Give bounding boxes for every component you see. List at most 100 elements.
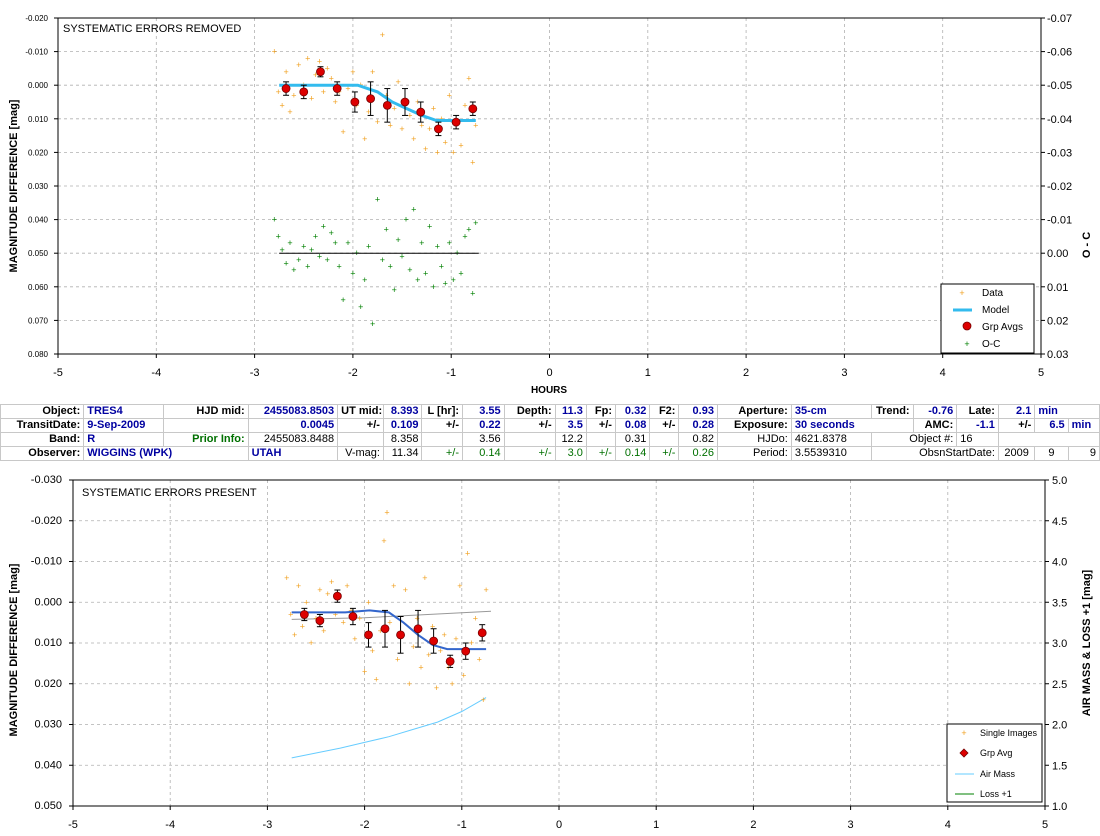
bottom-chart-title: SYSTEMATIC ERRORS PRESENT	[82, 487, 257, 499]
single-image-point: +	[442, 630, 447, 640]
legend-grp-avg-diamond	[959, 748, 969, 758]
vmag-err-value: 0.14	[462, 446, 505, 461]
f2-value: 0.93	[678, 404, 718, 419]
single-image-point: +	[348, 605, 353, 615]
oc-point: +	[415, 275, 420, 285]
f2-err2-value: 0.26	[678, 446, 718, 461]
top-y-tick-label: -0.020	[25, 14, 48, 23]
late-label: Late:	[956, 404, 999, 419]
hjd-err-value: 0.0045	[247, 418, 339, 433]
oc-point: +	[431, 282, 436, 292]
top-x-tick-label: -1	[446, 367, 456, 379]
single-image-point: +	[411, 642, 416, 652]
oc-point: +	[305, 262, 310, 272]
object-num-value: 16	[956, 432, 999, 447]
depth-err-value: 3.5	[554, 418, 587, 433]
legend-oc-marker: +	[964, 339, 969, 349]
bottom-y-tick-label: 0.010	[34, 637, 62, 649]
amc-value: -1.1	[956, 418, 999, 433]
oc-point: +	[321, 221, 326, 231]
model-line	[291, 609, 487, 651]
grp-avg-point	[400, 97, 410, 107]
transit-date-label: TransitDate:	[0, 418, 85, 433]
oc-point: +	[325, 255, 330, 265]
top-y2-tick-label: -0.03	[1047, 147, 1072, 159]
l-hr-value: 3.55	[462, 404, 505, 419]
oc-point: +	[279, 245, 284, 255]
data-point: +	[392, 104, 397, 114]
data-point: +	[411, 134, 416, 144]
data-point: +	[366, 107, 371, 117]
legend-data-label: Data	[982, 288, 1004, 299]
data-point: +	[458, 141, 463, 151]
bottom-y2-axis-label: AIR MASS & LOSS +1 [mag]	[1081, 569, 1093, 716]
top-x-tick-label: 1	[645, 367, 651, 379]
bottom-x-tick-label: 0	[556, 819, 562, 831]
data-point: +	[305, 53, 310, 63]
oc-point: +	[317, 252, 322, 262]
oc-point: +	[458, 268, 463, 278]
single-image-point: +	[329, 577, 334, 587]
oc-point: +	[447, 238, 452, 248]
single-image-point: +	[434, 683, 439, 693]
top-legend-box	[940, 283, 1035, 354]
single-image-point: +	[313, 614, 318, 624]
info-row-object: Object: TRES4 HJD mid: 2455083.8503 UT m…	[0, 404, 1100, 419]
fp-err2-value: 0.14	[614, 446, 651, 461]
amc-label: AMC:	[912, 418, 958, 433]
single-image-point: +	[473, 614, 478, 624]
single-image-point: +	[308, 638, 313, 648]
grp-avg-point	[477, 628, 487, 638]
single-image-point: +	[296, 581, 301, 591]
bottom-x-tick-label: 3	[848, 819, 854, 831]
oc-point: +	[462, 231, 467, 241]
f2-err-value: 0.28	[678, 418, 718, 433]
single-image-point: +	[477, 654, 482, 664]
top-y-tick-label: 0.020	[28, 148, 49, 157]
oc-point: +	[451, 275, 456, 285]
data-point: +	[462, 100, 467, 110]
object-num-label: Object #:	[870, 432, 958, 447]
oc-point: +	[276, 231, 281, 241]
bottom-y2-tick-label: 4.0	[1052, 557, 1067, 569]
f2-err-label: +/-	[649, 418, 680, 433]
oc-point: +	[296, 255, 301, 265]
single-image-point: +	[426, 650, 431, 660]
single-image-point: +	[387, 618, 392, 628]
oc-point: +	[370, 319, 375, 329]
single-image-point: +	[381, 536, 386, 546]
data-point: +	[287, 107, 292, 117]
grp-avg-point	[332, 84, 342, 93]
top-y2-tick-label: -0.04	[1047, 114, 1072, 126]
bottom-x-tick-label: 1	[653, 819, 659, 831]
model-line	[279, 83, 476, 122]
grp-avg-point	[332, 591, 342, 601]
single-image-point: +	[395, 654, 400, 664]
oc-point: +	[435, 242, 440, 252]
late-unit: min	[1034, 404, 1100, 419]
depth-label: Depth:	[503, 404, 556, 419]
data-point: +	[466, 74, 471, 84]
oc-point: +	[423, 268, 428, 278]
object-label: Object:	[0, 404, 85, 419]
prior-depth-value: 12.2	[554, 432, 587, 447]
bottom-y2-tick-label: 2.0	[1052, 720, 1067, 732]
l-err-value: 0.22	[462, 418, 505, 433]
oc-point: +	[309, 245, 314, 255]
prior-l-spacer	[421, 432, 464, 447]
data-point: +	[388, 121, 393, 131]
loss-line	[291, 610, 492, 620]
oc-point: +	[375, 194, 380, 204]
bottom-y-tick-label: -0.030	[31, 474, 62, 486]
object-value: TRES4	[83, 404, 165, 419]
oc-point: +	[358, 302, 363, 312]
oc-point: +	[313, 231, 318, 241]
bottom-y-axis-label: MAGNITUDE DIFFERENCE [mag]	[8, 563, 20, 736]
grp-avg-point	[350, 97, 360, 107]
obsn-start-year: 2009	[997, 446, 1036, 461]
data-point: +	[317, 57, 322, 67]
top-chart-title: SYSTEMATIC ERRORS REMOVED	[63, 23, 241, 35]
legend-grp-avg-marker	[962, 321, 972, 331]
grp-avg-point	[396, 630, 405, 640]
legend-oc-label: O-C	[982, 339, 1000, 350]
